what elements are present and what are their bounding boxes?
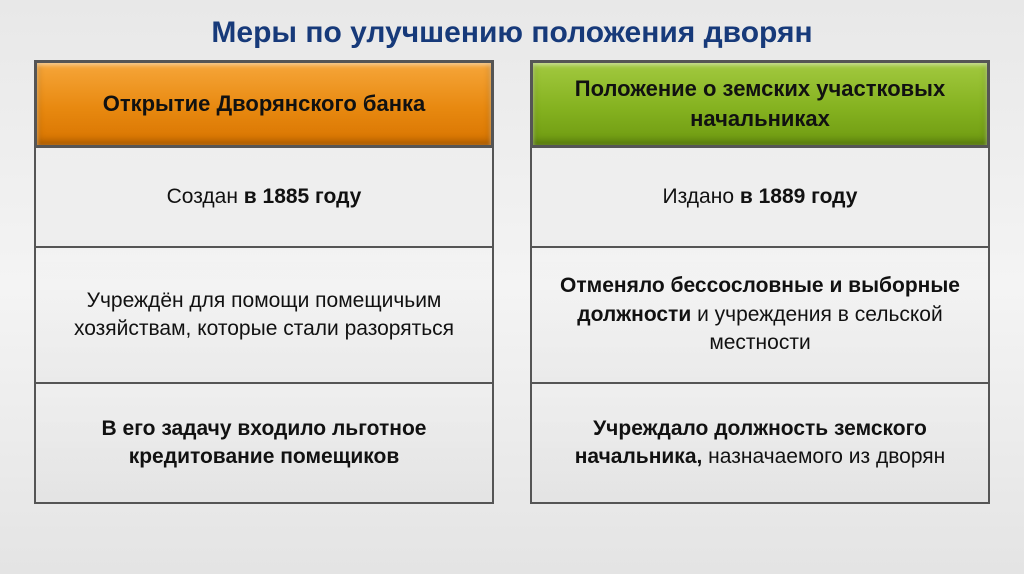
- right-row-2-post: и учреждения в сельской местности: [697, 303, 943, 354]
- left-header: Открытие Дворянского банка: [34, 60, 494, 148]
- right-header: Положение о земских участковых начальник…: [530, 60, 990, 148]
- left-row-1-pre: Создан: [167, 185, 244, 208]
- column-right: Положение о земских участковых начальник…: [530, 60, 990, 504]
- left-row-3-bold: В его задачу входило льготное кредитован…: [102, 417, 427, 468]
- left-row-3: В его задачу входило льготное кредитован…: [34, 384, 494, 504]
- column-left: Открытие Дворянского банка Создан в 1885…: [34, 60, 494, 504]
- right-row-1-pre: Издано: [663, 185, 740, 208]
- columns-container: Открытие Дворянского банка Создан в 1885…: [0, 60, 1024, 504]
- right-row-1: Издано в 1889 году: [530, 148, 990, 248]
- right-row-2: Отменяло бессословные и выборные должнос…: [530, 248, 990, 384]
- left-row-1-bold: в 1885 году: [244, 185, 362, 208]
- right-row-1-bold: в 1889 году: [740, 185, 858, 208]
- page-title: Меры по улучшению положения дворян: [0, 0, 1024, 60]
- left-row-1: Создан в 1885 году: [34, 148, 494, 248]
- right-row-3: Учреждало должность земского начальника,…: [530, 384, 990, 504]
- left-row-2: Учреждён для помощи помещичьим хозяйства…: [34, 248, 494, 384]
- left-row-2-post: , которые стали разоряться: [186, 317, 454, 340]
- right-row-3-post: назначаемого из дворян: [708, 445, 945, 468]
